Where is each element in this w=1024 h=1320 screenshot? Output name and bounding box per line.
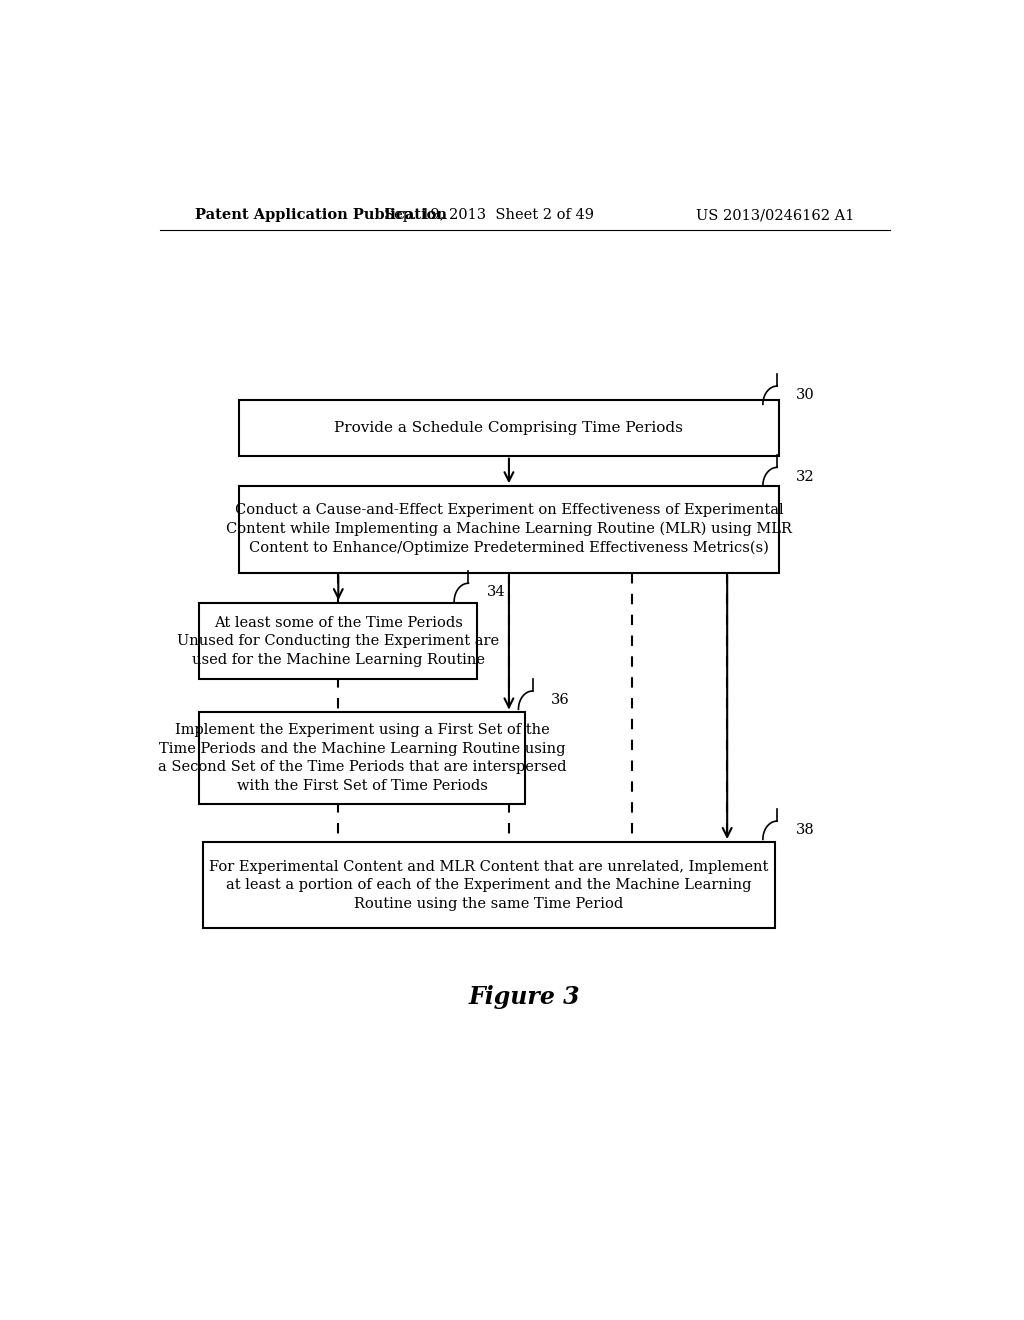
Text: 38: 38 <box>796 824 814 837</box>
Text: For Experimental Content and MLR Content that are unrelated, Implement
at least : For Experimental Content and MLR Content… <box>209 859 769 911</box>
Text: US 2013/0246162 A1: US 2013/0246162 A1 <box>695 209 854 222</box>
FancyBboxPatch shape <box>200 713 524 804</box>
FancyBboxPatch shape <box>200 603 477 680</box>
Text: Sep. 19, 2013  Sheet 2 of 49: Sep. 19, 2013 Sheet 2 of 49 <box>384 209 594 222</box>
FancyBboxPatch shape <box>239 400 779 455</box>
Text: Conduct a Cause-and-Effect Experiment on Effectiveness of Experimental
Content w: Conduct a Cause-and-Effect Experiment on… <box>226 503 792 556</box>
Text: 30: 30 <box>796 388 814 403</box>
Text: Figure 3: Figure 3 <box>469 985 581 1008</box>
Text: Patent Application Publication: Patent Application Publication <box>196 209 447 222</box>
Text: 36: 36 <box>551 693 569 708</box>
Text: Provide a Schedule Comprising Time Periods: Provide a Schedule Comprising Time Perio… <box>335 421 683 434</box>
FancyBboxPatch shape <box>204 842 775 928</box>
Text: 32: 32 <box>796 470 814 483</box>
FancyBboxPatch shape <box>239 486 779 573</box>
Text: At least some of the Time Periods
Unused for Conducting the Experiment are
used : At least some of the Time Periods Unused… <box>177 616 500 667</box>
Text: 34: 34 <box>486 585 505 599</box>
Text: Implement the Experiment using a First Set of the
Time Periods and the Machine L: Implement the Experiment using a First S… <box>158 723 566 793</box>
